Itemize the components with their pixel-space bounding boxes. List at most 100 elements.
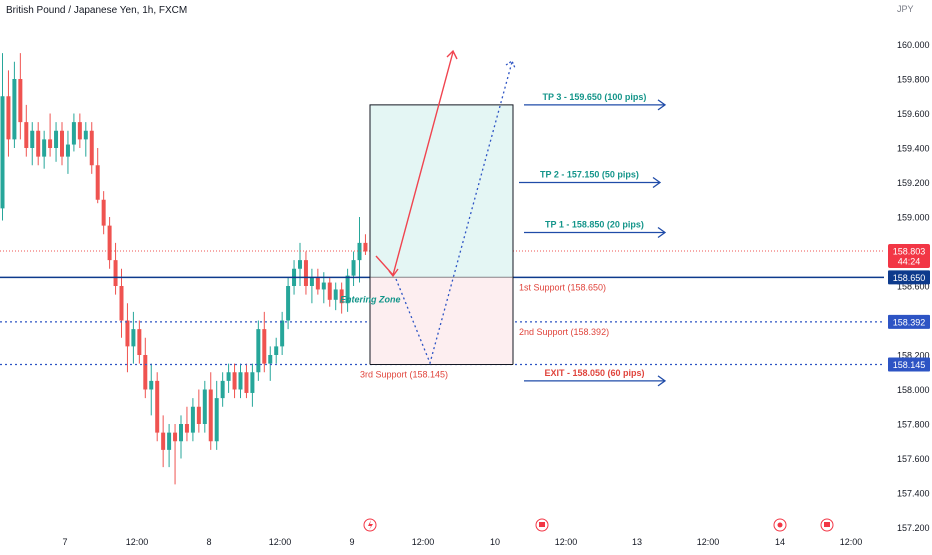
candle-body — [30, 130, 35, 148]
candle-body — [309, 277, 314, 286]
support-label-3: 3rd Support (158.145) — [360, 369, 448, 379]
time-tick-label: 12:00 — [697, 537, 720, 547]
flag-glyph — [539, 522, 545, 527]
candle-body — [244, 372, 249, 393]
position-box: 1st Support (158.650) 2nd Support (158.39… — [340, 104, 609, 379]
candle-body — [339, 289, 344, 304]
candle-body — [327, 282, 332, 300]
candle-body — [262, 329, 267, 364]
lightning-glyph — [368, 520, 373, 530]
time-tick-label: 10 — [490, 537, 500, 547]
candle-body — [190, 406, 195, 433]
price-tick-label: 157.200 — [897, 523, 930, 533]
candle-body — [65, 144, 70, 157]
candle-body — [83, 130, 88, 140]
target-arrow-head-4 — [657, 375, 667, 387]
level-tag-3 — [888, 357, 930, 372]
target-label-1: TP 3 - 159.650 (100 pips) — [543, 92, 647, 102]
target-arrow-head-2 — [652, 176, 662, 189]
time-axis: 7 12:00 8 12:00 9 12:00 10 12:00 13 12:00 14 12:00 — [62, 537, 862, 547]
candle-body — [208, 389, 213, 442]
bullish-projection-arrowhead — [446, 49, 458, 60]
bearish-dip-arrowhead — [388, 268, 399, 278]
candle-body — [196, 406, 201, 424]
candle-body — [280, 320, 285, 347]
candle-body — [256, 329, 261, 373]
time-tick-label: 12:00 — [269, 537, 292, 547]
candle-body — [268, 355, 273, 364]
candle-body — [12, 79, 17, 140]
target-arrow-head-3 — [657, 226, 667, 239]
time-tick-label: 9 — [349, 537, 354, 547]
candle-body — [184, 424, 189, 433]
record-glyph — [777, 522, 783, 528]
time-tick-label: 13 — [632, 537, 642, 547]
candle-body — [95, 165, 100, 200]
candle-body — [179, 424, 183, 442]
candle-body — [155, 380, 160, 433]
candle-body — [250, 372, 255, 393]
projection-paths — [375, 49, 516, 366]
profit-zone — [369, 104, 514, 278]
time-tick-label: 14 — [775, 537, 785, 547]
price-tick-label: 159.600 — [897, 109, 930, 119]
time-tick-label: 12:00 — [412, 537, 435, 547]
price-tick-label: 157.400 — [897, 489, 930, 499]
dotted-projection-line — [395, 61, 513, 366]
candles — [0, 53, 368, 485]
price-tick-label: 159.000 — [897, 213, 930, 223]
candle-body — [101, 199, 106, 226]
candle-body — [202, 389, 207, 424]
loss-zone — [370, 277, 513, 365]
level-tag-value-2: 158.392 — [893, 317, 926, 327]
price-tick-label: 158.200 — [897, 351, 930, 361]
candle-body — [0, 96, 5, 209]
candle-body — [232, 372, 237, 390]
candle-body — [149, 380, 154, 390]
level-tag-value-1: 158.650 — [893, 273, 926, 283]
candle-body — [131, 329, 136, 347]
dotted-projection-arrowhead — [505, 60, 516, 69]
price-tick-label: 158.000 — [897, 385, 930, 395]
countdown-value: 44:24 — [898, 256, 921, 266]
event-markers — [363, 518, 834, 532]
price-tick-label: 159.200 — [897, 178, 930, 188]
price-tick-label: 158.600 — [897, 282, 930, 292]
level-tag-value-3: 158.145 — [893, 360, 926, 370]
price-tick-label: 159.400 — [897, 144, 930, 154]
candle-body — [42, 139, 47, 157]
candle-body — [286, 286, 291, 321]
candle-body — [238, 372, 243, 390]
candle-body — [60, 130, 64, 157]
candle-body — [161, 432, 166, 450]
candle-body — [125, 320, 130, 347]
flag-glyph — [824, 522, 830, 527]
price-tick-label: 160.000 — [897, 40, 930, 50]
target-arrow-head-1 — [657, 99, 667, 111]
current-price-value: 158.803 — [893, 246, 926, 256]
candle-body — [113, 260, 118, 286]
candle-body — [54, 130, 59, 148]
target-label-3: TP 1 - 158.850 (20 pips) — [545, 220, 644, 230]
candle-body — [89, 130, 94, 166]
candle-body — [321, 282, 326, 290]
candle-body — [351, 260, 356, 276]
candle-body — [143, 355, 148, 390]
target-label-4: EXIT - 158.050 (60 pips) — [544, 368, 644, 378]
candle-body — [36, 130, 41, 157]
level-tag-1 — [888, 270, 930, 285]
support-label-1: 1st Support (158.650) — [519, 282, 606, 292]
time-tick-label: 8 — [206, 537, 211, 547]
price-tick-label: 157.600 — [897, 454, 930, 464]
candle-body — [71, 122, 76, 145]
currency-label: JPY — [897, 4, 914, 14]
candle-body — [298, 260, 302, 269]
time-tick-label: 12:00 — [840, 537, 863, 547]
candle-body — [226, 372, 231, 381]
candle-body — [119, 286, 124, 321]
candle-body — [48, 139, 53, 148]
candle-body — [18, 79, 23, 123]
candle-body — [315, 277, 320, 290]
